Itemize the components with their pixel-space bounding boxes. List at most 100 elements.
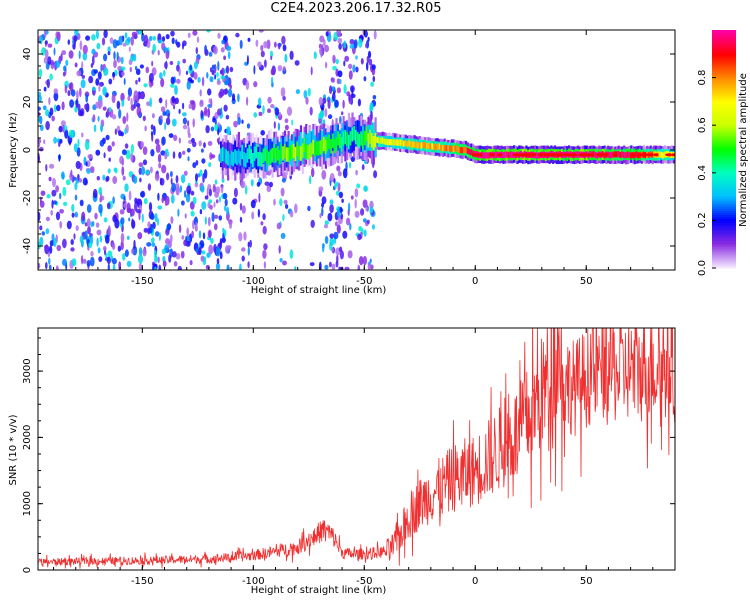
- colorbar-swatch: [712, 210, 736, 214]
- ridge-cell: [624, 152, 627, 159]
- noise-speckle: [207, 216, 211, 227]
- noise-speckle: [140, 92, 145, 99]
- noise-speckle: [135, 68, 141, 76]
- noise-speckle: [77, 103, 81, 112]
- noise-speckle: [123, 202, 127, 208]
- noise-speckle: [125, 149, 131, 160]
- noise-speckle: [229, 84, 232, 90]
- noise-speckle: [60, 120, 66, 127]
- ridge-cell: [228, 153, 232, 169]
- ridge-cell: [294, 146, 297, 162]
- noise-speckle: [324, 44, 330, 53]
- noise-speckle: [224, 229, 227, 237]
- noise-speckle: [201, 76, 205, 87]
- noise-speckle: [73, 36, 77, 46]
- noise-speckle: [177, 208, 180, 217]
- ridge-cell: [390, 139, 393, 146]
- noise-speckle: [170, 194, 175, 204]
- noise-speckle: [347, 250, 353, 259]
- ridge-cell: [346, 132, 349, 147]
- ridge-cell: [610, 151, 613, 159]
- noise-speckle: [48, 97, 51, 106]
- noise-speckle: [190, 79, 194, 84]
- noise-speckle: [135, 102, 141, 108]
- ridge-cell: [495, 151, 498, 158]
- noise-speckle: [256, 181, 261, 187]
- colorbar-swatch: [712, 109, 736, 112]
- colorbar-swatch: [712, 204, 736, 208]
- ridge-cell: [482, 152, 485, 159]
- noise-speckle: [158, 162, 162, 169]
- noise-speckle: [204, 216, 207, 225]
- ridge-cell: [454, 145, 457, 152]
- noise-speckle: [246, 55, 249, 65]
- noise-speckle: [318, 97, 323, 106]
- noise-speckle: [61, 50, 67, 56]
- noise-speckle: [141, 166, 146, 176]
- noise-speckle: [247, 246, 250, 256]
- noise-speckle: [131, 248, 134, 254]
- colorbar-tick-label: 0.6: [697, 117, 708, 133]
- ridge-cell: [392, 139, 395, 146]
- noise-speckle: [59, 221, 63, 229]
- noise-speckle: [102, 86, 107, 96]
- y-tick-label: -40: [22, 238, 33, 254]
- noise-speckle: [197, 77, 201, 83]
- noise-speckle: [319, 35, 325, 43]
- ridge-cell: [243, 152, 246, 167]
- noise-speckle: [45, 109, 50, 117]
- noise-speckle: [270, 55, 273, 61]
- noise-speckle: [70, 239, 74, 245]
- colorbar-swatch: [712, 105, 736, 108]
- noise-speckle: [251, 211, 255, 220]
- ridge-cell: [246, 148, 249, 163]
- ridge-cell: [372, 122, 375, 149]
- noise-speckle: [74, 194, 78, 201]
- noise-speckle: [79, 87, 82, 98]
- ridge-cell: [291, 145, 294, 160]
- noise-speckle: [339, 79, 342, 85]
- colorbar-tick-label: 0.8: [697, 70, 708, 86]
- noise-speckle: [348, 94, 351, 103]
- noise-speckle: [240, 180, 246, 189]
- ridge-cell: [383, 138, 386, 145]
- noise-speckle: [147, 221, 151, 229]
- noise-speckle: [136, 198, 142, 203]
- noise-speckle: [329, 85, 333, 95]
- noise-speckle: [354, 198, 357, 209]
- noise-speckle: [142, 248, 147, 257]
- colorbar-swatch: [712, 178, 736, 182]
- noise-speckle: [133, 239, 136, 250]
- noise-speckle: [258, 111, 263, 116]
- noise-speckle: [120, 233, 125, 243]
- ridge-cell: [619, 152, 622, 159]
- colorbar-swatch: [712, 77, 736, 81]
- noise-speckle: [118, 109, 122, 119]
- noise-speckle: [78, 50, 81, 60]
- noise-speckle: [136, 209, 141, 214]
- noise-speckle: [48, 257, 51, 265]
- noise-speckle: [46, 78, 50, 89]
- noise-speckle: [340, 213, 344, 220]
- noise-speckle: [56, 244, 62, 252]
- ridge-cell: [285, 147, 288, 162]
- noise-speckle: [237, 93, 240, 103]
- noise-speckle: [44, 30, 47, 38]
- ridge-cell: [502, 152, 505, 159]
- noise-speckle: [215, 199, 219, 204]
- noise-speckle: [82, 52, 88, 61]
- noise-speckle: [221, 67, 225, 77]
- noise-speckle: [187, 32, 191, 38]
- ridge-cell: [434, 144, 437, 151]
- noise-speckle: [349, 44, 355, 49]
- noise-speckle: [137, 140, 141, 147]
- colorbar-swatch: [712, 216, 736, 220]
- noise-speckle: [214, 118, 217, 126]
- noise-speckle: [143, 197, 148, 205]
- colorbar-swatch: [712, 87, 736, 91]
- noise-speckle: [42, 105, 47, 111]
- noise-speckle: [121, 149, 127, 156]
- noise-speckle: [102, 246, 107, 251]
- noise-speckle: [221, 178, 225, 183]
- chart-title: C2E4.2023.206.17.32.R05: [270, 1, 442, 16]
